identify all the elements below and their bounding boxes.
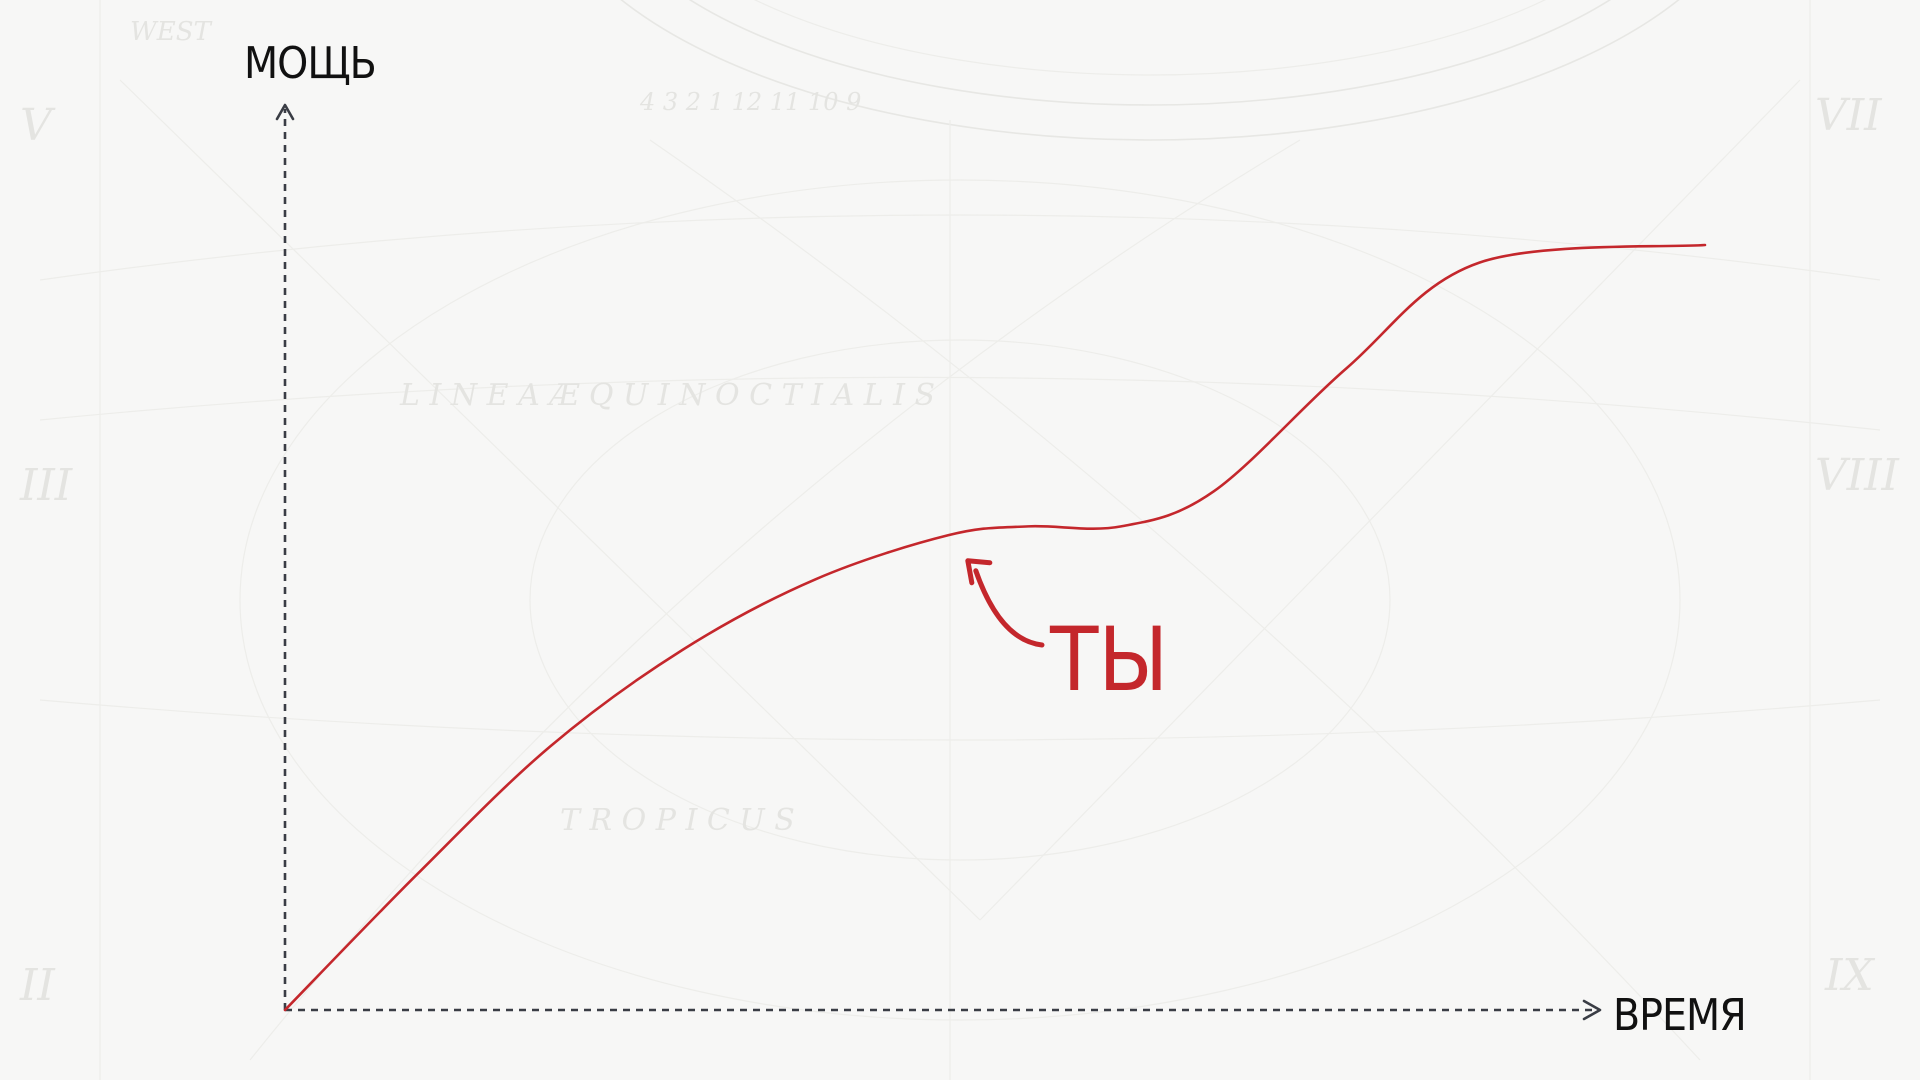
x-axis-arrowhead [1582, 999, 1602, 1021]
bg-text-west: WEST [130, 17, 213, 47]
series-layer [283, 243, 1707, 1012]
annotation-you: ТЫ [965, 558, 1168, 711]
x-axis-label: ВРЕМЯ [1613, 990, 1746, 1041]
axes: МОЩЬ ВРЕМЯ [244, 38, 1747, 1041]
background-map-decoration: L I N E A Æ Q U I N O C T I A L I S T R … [19, 0, 1901, 1080]
bg-text-numeral-ii: II [19, 960, 56, 1011]
y-axis-label: МОЩЬ [244, 38, 376, 89]
y-axis-arrowhead [275, 103, 295, 121]
bg-text-numeral-v: V [20, 100, 56, 151]
you-label: ТЫ [1049, 608, 1168, 711]
bg-text-tropic: T R O P I C U S [560, 803, 795, 838]
bg-text-numeral-iii: III [19, 460, 74, 511]
bg-text-numeral-viii: VIII [1815, 450, 1901, 501]
you-pointer-arrow [965, 558, 1045, 648]
bg-text-linea: L I N E A Æ Q U I N O C T I A L I S [399, 378, 935, 413]
bg-text-numeral-vii: VII [1815, 90, 1883, 141]
bg-text-numeral-ix: IX [1824, 950, 1875, 1001]
bg-text-hours: 4 3 2 1 12 11 10 9 [639, 88, 861, 116]
series-line-0 [283, 243, 1707, 1012]
